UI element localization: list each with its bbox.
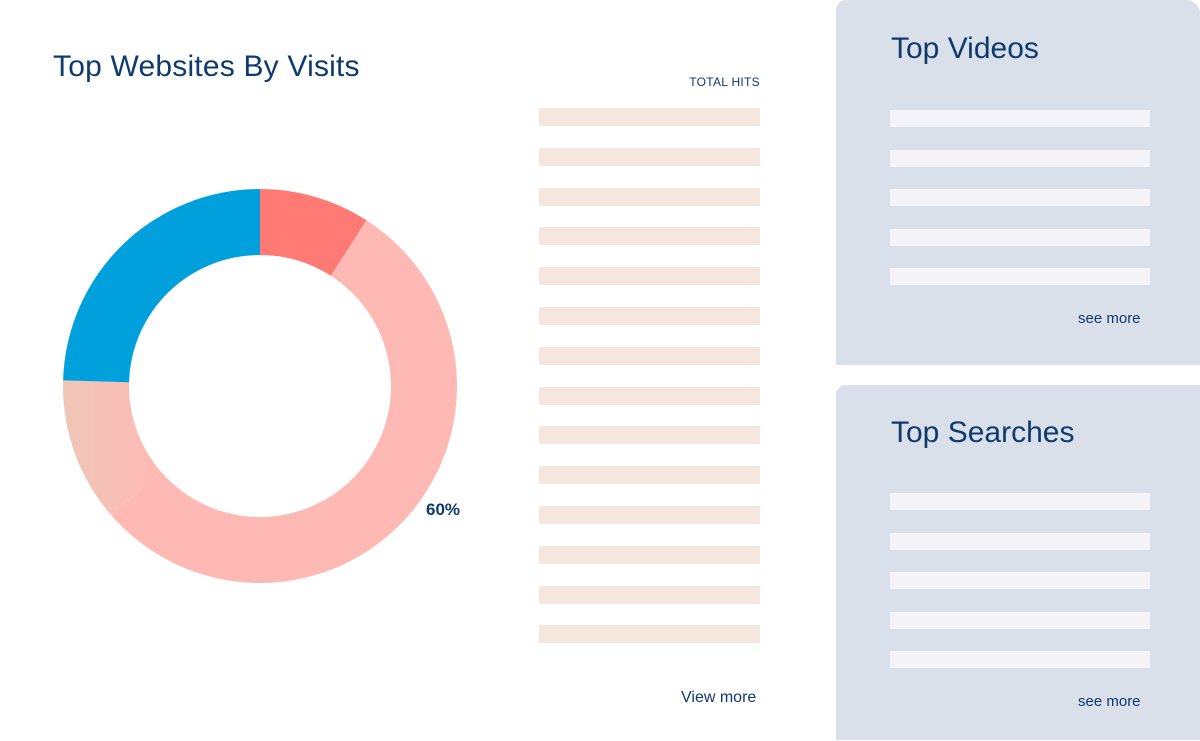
donut-slice-3 bbox=[62, 380, 161, 516]
hits-row bbox=[539, 585, 760, 604]
hits-row bbox=[539, 386, 760, 405]
video-row bbox=[890, 228, 1150, 246]
hits-row bbox=[539, 466, 760, 485]
video-row bbox=[890, 268, 1150, 285]
view-more-link[interactable]: View more bbox=[681, 689, 757, 706]
search-row bbox=[890, 611, 1150, 629]
top-searches-list bbox=[890, 493, 1150, 691]
hits-row bbox=[539, 147, 760, 166]
donut-slice-label: 60% bbox=[426, 500, 461, 519]
hits-row bbox=[539, 426, 760, 445]
donut-chart bbox=[62, 189, 457, 583]
search-row bbox=[890, 493, 1150, 510]
hits-row bbox=[539, 625, 760, 644]
donut-slice-1 bbox=[260, 189, 367, 276]
video-row bbox=[890, 149, 1150, 167]
total-hits-header: TOTAL HITS bbox=[689, 75, 760, 89]
video-row bbox=[890, 110, 1150, 127]
hits-list bbox=[539, 108, 760, 665]
donut-slice-4 bbox=[63, 189, 260, 383]
hits-row bbox=[539, 227, 760, 246]
hits-row bbox=[539, 187, 760, 206]
hits-row bbox=[539, 108, 760, 126]
hits-row bbox=[539, 306, 760, 325]
hits-row bbox=[539, 346, 760, 365]
searches-see-more-link[interactable]: see more bbox=[1078, 693, 1141, 710]
video-row bbox=[890, 189, 1150, 206]
top-videos-title: Top Videos bbox=[891, 32, 1039, 65]
search-row bbox=[890, 532, 1150, 550]
top-searches-title: Top Searches bbox=[891, 416, 1075, 449]
hits-row bbox=[539, 267, 760, 286]
top-videos-panel: Top Videos see more bbox=[836, 0, 1200, 365]
search-row bbox=[890, 651, 1150, 668]
hits-row bbox=[539, 545, 760, 564]
search-row bbox=[890, 572, 1150, 589]
videos-see-more-link[interactable]: see more bbox=[1078, 310, 1141, 327]
page-title: Top Websites By Visits bbox=[53, 50, 360, 84]
hits-row bbox=[539, 505, 760, 524]
top-searches-panel: Top Searches see more bbox=[836, 385, 1200, 740]
top-videos-list bbox=[890, 110, 1150, 308]
donut-slice-2 bbox=[111, 220, 457, 583]
